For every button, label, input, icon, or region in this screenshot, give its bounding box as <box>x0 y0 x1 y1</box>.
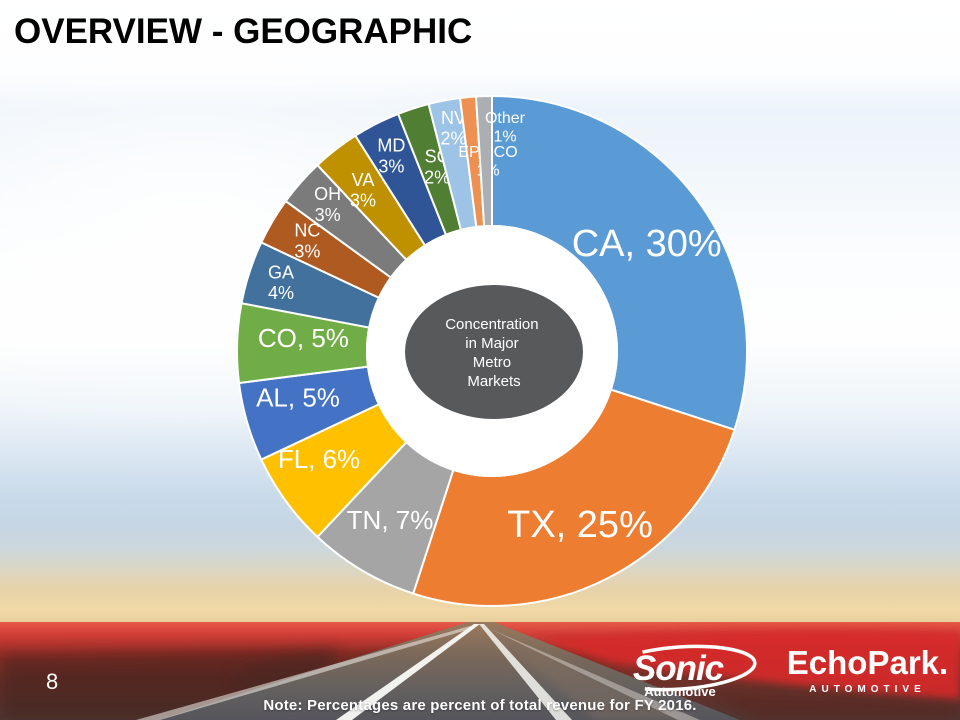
echopark-automotive-logo: EchoPark. AUTOMOTIVE <box>780 644 955 696</box>
road-line-far-left <box>136 626 474 720</box>
road-sunset-band <box>0 622 960 720</box>
chart-center-ellipse <box>405 285 583 419</box>
slice-label-AL: AL, 5% <box>256 383 340 413</box>
slice-label-NC: NC 3% <box>294 221 320 262</box>
road-line-left <box>336 624 480 720</box>
road-line-right <box>479 624 572 720</box>
slide-title: OVERVIEW - GEOGRAPHIC <box>14 12 473 51</box>
slice-label-OH: OH 3% <box>314 184 341 225</box>
chart-center-label: Concentration in Major Metro Markets <box>445 316 543 390</box>
sonic-logo-sub: Automotive <box>644 684 716 699</box>
donut-chart: CA, 30% TX, 25% TN, 7% FL, 6% AL, 5% CO, 5% GA… <box>236 94 748 607</box>
page-number: 8 <box>46 669 59 694</box>
sonic-automotive-logo: Sonic Automotive <box>603 644 757 699</box>
slice-label-TX: TX, 25% <box>507 504 653 546</box>
slice-label-VA: VA 3% <box>350 170 376 211</box>
footnote: Note: Percentages are percent of total r… <box>263 697 697 714</box>
slice-label-Other: Other 1% <box>485 110 526 145</box>
echopark-logo-text: EchoPark. <box>786 644 949 681</box>
slice-label-CO: CO, 5% <box>258 323 349 353</box>
slice-label-GA: GA 4% <box>268 262 294 303</box>
sonic-swoosh-icon <box>603 644 757 692</box>
sonic-logo-text: Sonic <box>633 649 724 688</box>
slice-label-FL: FL, 6% <box>278 444 360 474</box>
slice-label-TN: TN, 7% <box>347 505 434 535</box>
echopark-logo-sub: AUTOMOTIVE <box>809 684 926 695</box>
slice-label-MD: MD 3% <box>377 136 405 177</box>
slice-label-NV: NV 2% <box>440 108 466 149</box>
slice-label-CA: CA, 30% <box>572 223 722 265</box>
